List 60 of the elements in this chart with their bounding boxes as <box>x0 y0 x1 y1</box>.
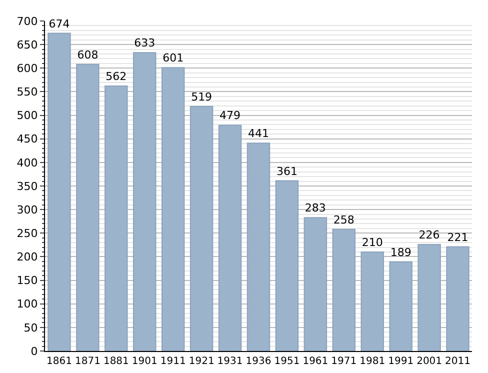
data-label: 674 <box>48 17 70 30</box>
data-label: 221 <box>447 230 468 244</box>
x-tick-label: 1881 <box>103 356 129 367</box>
data-label: 258 <box>333 213 354 226</box>
x-tick-label: 1961 <box>302 356 328 367</box>
bar <box>446 246 470 351</box>
data-label: 608 <box>77 48 98 62</box>
y-tick-label: 50 <box>24 321 38 334</box>
y-tick-label: 600 <box>16 62 38 75</box>
bar <box>246 142 270 351</box>
x-tick-label: 1911 <box>160 356 186 367</box>
x-tick-label: 2001 <box>416 356 442 367</box>
y-tick-label: 150 <box>16 274 38 288</box>
y-tick-label: 100 <box>16 298 38 311</box>
data-label: 361 <box>276 164 298 178</box>
data-label: 479 <box>220 109 241 122</box>
x-tick-label: 1901 <box>132 356 158 367</box>
data-label: 562 <box>106 70 127 84</box>
bar <box>162 67 185 351</box>
data-label: 441 <box>248 127 269 140</box>
bar <box>190 106 214 351</box>
bar <box>304 217 328 351</box>
bar <box>76 64 100 351</box>
bar <box>104 86 128 351</box>
y-tick-label: 0 <box>30 344 38 358</box>
bar <box>48 32 71 351</box>
data-label: 519 <box>191 90 212 104</box>
data-label: 189 <box>390 246 412 259</box>
y-tick-label: 350 <box>16 180 38 193</box>
x-tick-label: 1951 <box>274 356 300 367</box>
y-tick-label: 500 <box>16 109 38 122</box>
y-tick-label: 550 <box>16 86 38 99</box>
data-label: 633 <box>134 36 156 50</box>
data-label: 210 <box>362 236 383 249</box>
y-tick-label: 700 <box>16 14 38 28</box>
x-tick-label: 2011 <box>445 356 470 367</box>
bar <box>218 124 242 351</box>
x-tick-label: 1921 <box>188 356 214 367</box>
bar <box>389 261 412 351</box>
x-tick-label: 1936 <box>246 356 272 367</box>
bar <box>133 52 156 351</box>
bar <box>360 252 384 351</box>
data-label: 226 <box>418 228 440 242</box>
y-tick-label: 200 <box>16 250 38 264</box>
x-tick-label: 1861 <box>46 356 72 367</box>
data-label: 283 <box>304 202 326 215</box>
data-label: 601 <box>162 52 184 65</box>
bar <box>275 180 299 351</box>
y-tick-label: 250 <box>16 226 38 240</box>
x-tick-label: 1871 <box>74 356 100 367</box>
bar <box>418 244 441 351</box>
y-tick-label: 650 <box>16 38 38 52</box>
x-tick-label: 1991 <box>388 356 414 367</box>
x-tick-label: 1931 <box>217 356 243 367</box>
y-tick-label: 450 <box>16 132 38 146</box>
bar <box>332 228 356 351</box>
x-tick-label: 1971 <box>331 356 357 367</box>
y-tick-label: 400 <box>16 156 38 170</box>
y-tick-label: 300 <box>16 203 38 216</box>
x-tick-label: 1981 <box>360 356 386 367</box>
